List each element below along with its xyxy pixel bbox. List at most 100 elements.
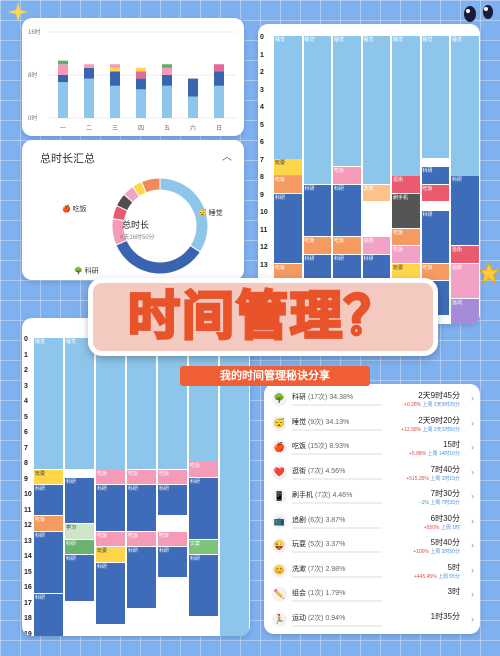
calendar-event-research[interactable]: 科研 xyxy=(274,193,302,263)
activity-duration: 2天9时20分 xyxy=(418,415,460,425)
hour-label: 6 xyxy=(260,139,264,146)
calendar-event-research[interactable]: 科研 xyxy=(65,539,94,554)
calendar-event-research[interactable]: 科研 xyxy=(34,485,63,516)
calendar-event-eat[interactable]: 吃饭 xyxy=(421,184,449,202)
calendar-event-sleep[interactable]: 睡觉 xyxy=(362,36,390,184)
activity-row[interactable]: 🏃 运动 (2次) 0.94% 1时35分 › xyxy=(264,608,480,633)
calendar-event-research[interactable]: 科研 xyxy=(303,184,331,237)
calendar-event-study[interactable]: 学习 xyxy=(65,524,94,539)
chevron-right-icon[interactable]: › xyxy=(471,466,474,477)
activity-name: 睡觉 (9次) 34.13% xyxy=(292,418,350,426)
calendar-event-sleep[interactable]: 睡觉 xyxy=(158,338,187,469)
bar-segment xyxy=(136,89,146,118)
calendar-event-eat[interactable]: 吃饭 xyxy=(421,263,449,280)
calendar-event-sleep[interactable]: 睡觉 xyxy=(127,338,156,469)
hour-label: 19 xyxy=(24,630,32,637)
calendar-event-fun[interactable]: 玩耍 xyxy=(274,158,302,175)
calendar-event-sleep[interactable]: 睡觉 xyxy=(220,338,249,636)
calendar-event-fun[interactable]: 玩耍 xyxy=(34,469,63,485)
calendar-event-eat[interactable]: 吃饭 xyxy=(189,462,218,477)
calendar-event-eat[interactable]: 吃饭 xyxy=(158,469,187,485)
apple-icon: 🍎 xyxy=(62,206,71,213)
calendar-event-research[interactable]: 科研 xyxy=(333,184,361,237)
calendar-event-fun[interactable]: 玩耍 xyxy=(392,263,420,280)
chevron-right-icon[interactable]: › xyxy=(471,442,474,452)
activity-row[interactable]: 😜 玩耍 (5次) 3.37% 5时40分 +100% 上周 2时50分 › xyxy=(264,534,480,559)
activity-row[interactable]: 📺 追剧 (6次) 3.87% 6时30分 +550% 上周 1时 › xyxy=(264,510,480,535)
chevron-right-icon[interactable]: › xyxy=(471,589,474,599)
calendar-event-eat[interactable]: 吃饭 xyxy=(392,228,420,245)
calendar-event-sleep[interactable]: 睡觉 xyxy=(303,36,331,184)
chevron-right-icon[interactable]: › xyxy=(471,393,474,403)
tree-icon: 🌳 xyxy=(74,268,83,275)
calendar-event-eat[interactable]: 吃饭 xyxy=(127,469,156,485)
hour-label: 8 xyxy=(24,460,28,467)
calendar-event-sport[interactable]: 运动 xyxy=(451,298,479,324)
calendar-event-eat[interactable]: 吃饭 xyxy=(127,531,156,547)
calendar-event-sleep[interactable]: 睡觉 xyxy=(451,36,479,193)
calendar-event-research[interactable]: 科研 xyxy=(158,485,187,516)
activity-row[interactable]: 🍎 吃饭 (15次) 8.93% 15时 +5.88% 上周 14时10分 › xyxy=(264,436,480,461)
chevron-right-icon[interactable]: › xyxy=(471,491,474,501)
calendar-event-sleep[interactable]: 睡觉 xyxy=(65,338,94,469)
calendar-event-fun[interactable]: 玩耍 xyxy=(96,547,125,562)
activity-row[interactable]: 😴 睡觉 (9次) 34.13% 2天9时20分 +12.58% 上周 2天1时50分… xyxy=(264,412,480,437)
calendar-event-research[interactable]: 科研 xyxy=(158,547,187,578)
chevron-right-icon[interactable]: › xyxy=(471,564,474,575)
activity-row[interactable]: 📱 刷手机 (7次) 4.46% 7时30分 -1% 上周 7时35分 › xyxy=(264,485,480,510)
calendar-event-drama[interactable]: 追剧 xyxy=(451,263,479,298)
calendar-event-eat[interactable]: 吃饭 xyxy=(96,531,125,547)
calendar-event-shop[interactable]: 逛街 xyxy=(392,176,420,193)
calendar-event-research[interactable]: 科研 xyxy=(451,176,479,245)
calendar-event-research[interactable]: 科研 xyxy=(127,485,156,531)
calendar-event-eat[interactable]: 吃饭 xyxy=(333,237,361,254)
calendar-event-research[interactable]: 科研 xyxy=(34,593,63,636)
calendar-event-sleep[interactable]: 睡觉 xyxy=(392,36,420,184)
calendar-event-eat[interactable]: 吃饭 xyxy=(303,237,331,254)
chevron-right-icon[interactable]: › xyxy=(471,515,474,526)
calendar-event-research[interactable]: 科研 xyxy=(65,555,94,601)
calendar-event-eat[interactable]: 吃饭 xyxy=(96,469,125,485)
calendar-event-drama[interactable]: 追剧 xyxy=(362,237,390,254)
calendar-event-shop[interactable]: 逛街 xyxy=(451,246,479,263)
donut-slice[interactable] xyxy=(115,239,202,275)
donut-slice[interactable] xyxy=(140,177,161,194)
y-tick-label: 16时 xyxy=(28,28,41,36)
calendar-event-sleep[interactable]: 睡觉 xyxy=(189,338,218,469)
calendar-event-sleep[interactable]: 睡觉 xyxy=(421,36,449,158)
chevron-right-icon[interactable]: › xyxy=(471,540,474,550)
chevron-up-icon[interactable]: ︿ xyxy=(222,152,232,163)
calendar-event-eat[interactable]: 吃饭 xyxy=(158,531,187,547)
chevron-right-icon[interactable]: › xyxy=(471,613,474,624)
activity-row[interactable]: 😊 洗漱 (7次) 2.98% 5时 +445.45% 上周 55分 › xyxy=(264,559,480,584)
activity-icon: ✏️ xyxy=(272,587,287,602)
calendar-event-phone[interactable]: 刷手机 xyxy=(392,193,420,228)
activity-row[interactable]: ❤️ 逛街 (7次) 4.56% 7时40分 +515.35% 上周 1时15分 › xyxy=(264,461,480,486)
calendar-event-research[interactable]: 科研 xyxy=(96,485,125,531)
calendar-event-research[interactable]: 科研 xyxy=(421,167,449,184)
calendar-event-research[interactable]: 科研 xyxy=(421,211,449,263)
x-tick-label: 四 xyxy=(138,125,144,132)
calendar-event-meeting[interactable]: 文案 xyxy=(189,539,218,554)
hour-label: 10 xyxy=(24,491,32,498)
calendar-event-eat[interactable]: 吃饭 xyxy=(34,516,63,531)
activity-row[interactable]: 🌳 科研 (17次) 34.38% 2天9时45分 +0.28% 上周 2天9时25分… xyxy=(264,387,480,412)
calendar-event-sleep[interactable]: 睡觉 xyxy=(96,338,125,477)
calendar-event-sleep[interactable]: 睡觉 xyxy=(34,338,63,469)
calendar-event-sleep[interactable]: 睡觉 xyxy=(333,36,361,167)
calendar-event-research[interactable]: 科研 xyxy=(65,477,94,523)
calendar-top-card: 0123456789101112131415睡觉睡觉睡觉睡觉睡觉睡觉睡觉玩耍吃饭… xyxy=(258,24,480,324)
calendar-event-eat[interactable]: 吃饭 xyxy=(274,263,302,280)
calendar-event-research[interactable]: 科研 xyxy=(96,562,125,624)
calendar-event-research[interactable]: 科研 xyxy=(127,547,156,609)
calendar-event-research[interactable]: 科研 xyxy=(189,477,218,539)
calendar-event-eat[interactable]: 吃饭 xyxy=(392,246,420,263)
chevron-right-icon[interactable]: › xyxy=(471,417,474,428)
calendar-event-research[interactable]: 科研 xyxy=(34,531,63,593)
activity-row[interactable]: ✏️ 组会 (1次) 1.79% 3时 › xyxy=(264,583,480,608)
calendar-event-research[interactable]: 科研 xyxy=(189,555,218,616)
bar-segment xyxy=(136,67,146,72)
calendar-event-wash[interactable]: 洗漱 xyxy=(362,184,390,202)
calendar-event-eat[interactable]: 吃饭 xyxy=(333,167,361,184)
calendar-event-eat[interactable]: 吃饭 xyxy=(274,176,302,193)
